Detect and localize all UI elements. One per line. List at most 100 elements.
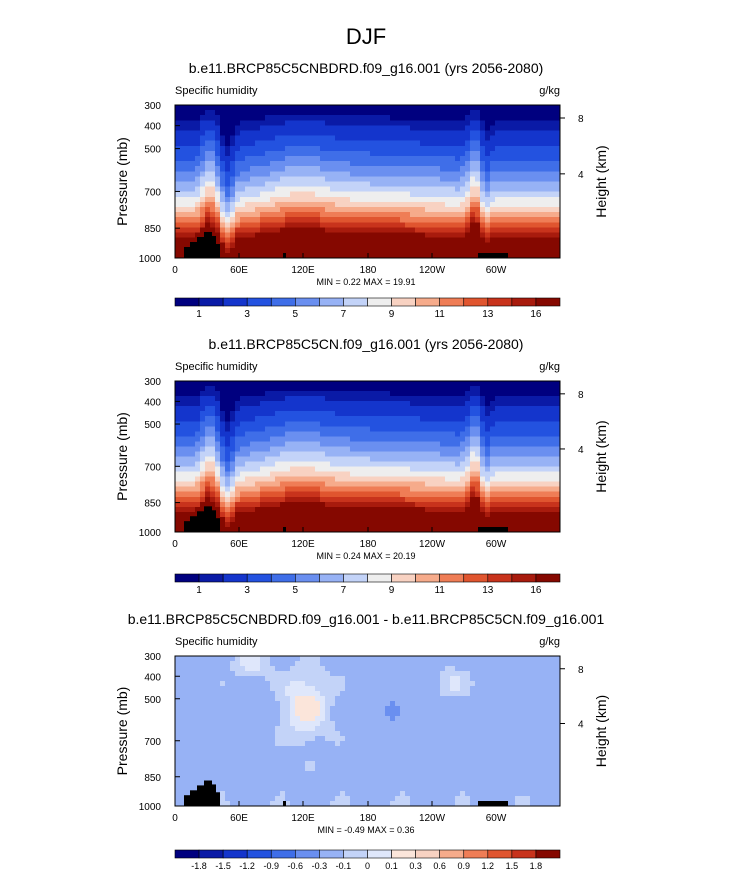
contour-cell [270, 381, 276, 387]
contour-cell [400, 156, 406, 162]
contour-cell [525, 471, 531, 478]
contour-cell [490, 521, 496, 528]
contour-cell [515, 110, 521, 116]
contour-cell [315, 391, 321, 397]
contour-cell [430, 511, 436, 518]
contour-cell [450, 166, 456, 172]
contour-cell [490, 196, 496, 203]
contour-cell [505, 150, 511, 157]
contour-cell [525, 237, 531, 244]
contour-cell [275, 207, 281, 213]
contour-cell [370, 120, 376, 126]
contour-cell [225, 471, 231, 478]
contour-cell [340, 416, 346, 422]
contour-cell [300, 232, 306, 239]
contour-cell [465, 207, 471, 213]
contour-cell [245, 171, 251, 177]
contour-cell [270, 406, 276, 412]
contour-cell [505, 212, 511, 218]
contour-cell [410, 130, 416, 137]
chart-panel-3: b.e11.BRCP85C5CNBDRD.f09_g16.001 - b.e11… [114, 611, 609, 871]
contour-cell [335, 145, 341, 152]
contour-cell [510, 666, 516, 672]
contour-cell [250, 406, 256, 412]
contour-cell [195, 186, 201, 193]
contour-cell [430, 166, 436, 172]
contour-cell [415, 140, 421, 147]
contour-cell [275, 212, 281, 218]
contour-cell [310, 237, 316, 244]
contour-cell [235, 516, 241, 523]
contour-cell [320, 191, 326, 198]
contour-cell [420, 130, 426, 137]
contour-cell [325, 105, 331, 111]
contour-cell [350, 145, 356, 152]
contour-cell [460, 237, 466, 244]
contour-cell [425, 496, 431, 503]
contour-cell [190, 391, 196, 397]
contour-cell [175, 486, 181, 493]
contour-cell [290, 186, 296, 193]
contour-cell [200, 181, 206, 188]
contour-cell [225, 201, 231, 208]
contour-cell [530, 237, 536, 244]
contour-cell [410, 461, 416, 468]
contour-cell [280, 227, 286, 234]
contour-cell [450, 526, 456, 533]
contour-cell [235, 196, 241, 203]
contour-cell [255, 411, 261, 417]
contour-cell [210, 232, 216, 239]
contour-cell [270, 130, 276, 137]
contour-cell [275, 381, 281, 387]
contour-cell [505, 140, 511, 147]
contour-cell [300, 186, 306, 193]
contour-cell [285, 191, 291, 198]
contour-cell [325, 506, 331, 513]
contour-cell [270, 186, 276, 193]
contour-cell [440, 426, 446, 432]
contour-cell [350, 476, 356, 483]
contour-cell [515, 145, 521, 152]
contour-cell [280, 406, 286, 412]
contour-cell [415, 110, 421, 116]
contour-cell [235, 242, 241, 249]
contour-cell [350, 416, 356, 422]
contour-cell [495, 416, 501, 422]
contour-cell [180, 416, 186, 422]
contour-cell [185, 396, 191, 402]
contour-cell [435, 421, 441, 427]
contour-cell [520, 486, 526, 493]
contour-cell [450, 156, 456, 162]
contour-cell [500, 237, 506, 244]
contour-cell [260, 431, 266, 437]
contour-cell [545, 521, 551, 528]
contour-cell [335, 666, 341, 672]
contour-cell [445, 176, 451, 183]
contour-cell [390, 456, 396, 463]
contour-cell [440, 411, 446, 417]
contour-cell [540, 446, 546, 453]
contour-cell [420, 401, 426, 407]
contour-cell [425, 171, 431, 177]
contour-cell [220, 242, 226, 249]
contour-cell [250, 196, 256, 203]
contour-cell [260, 135, 266, 142]
contour-cell [245, 181, 251, 188]
contour-cell [510, 227, 516, 234]
contour-cell [365, 386, 371, 392]
contour-cell [245, 431, 251, 437]
contour-cell [360, 222, 366, 228]
contour-cell [455, 476, 461, 483]
contour-cell [345, 501, 351, 508]
contour-cell [210, 381, 216, 387]
contour-cell [530, 191, 536, 198]
contour-cell [415, 401, 421, 407]
contour-cell [240, 391, 246, 397]
contour-cell [550, 656, 556, 662]
contour-cell [240, 396, 246, 402]
contour-cell [220, 496, 226, 503]
contour-cell [540, 396, 546, 402]
contour-cell [300, 396, 306, 402]
contour-cell [305, 446, 311, 453]
contour-cell [540, 150, 546, 157]
